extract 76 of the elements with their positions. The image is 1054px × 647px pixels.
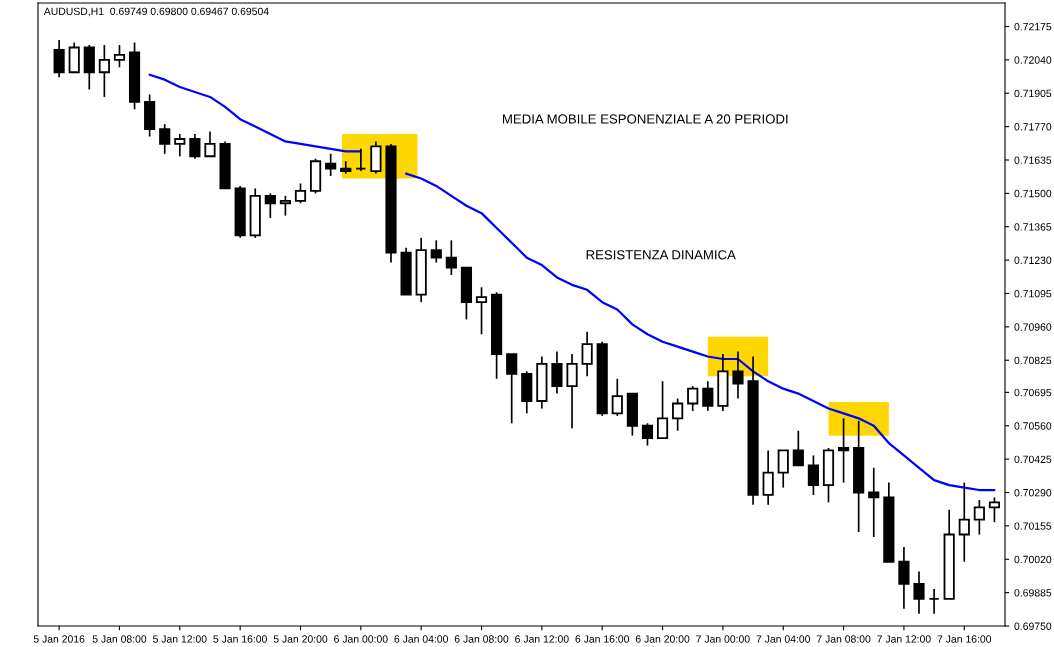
x-tick-label: 6 Jan 20:00 [635, 635, 690, 643]
chart-title: AUDUSD,H1 0.69749 0.69800 0.69467 0.69504 [43, 7, 269, 17]
y-tick-label: 0.71905 [1014, 89, 1052, 98]
candlestick [792, 429, 804, 467]
candlestick [958, 481, 970, 563]
y-tick-label: 0.70425 [1014, 455, 1052, 463]
candlestick [928, 588, 940, 615]
x-tick-label: 6 Jan 16:00 [575, 635, 630, 643]
candlestick [53, 39, 65, 79]
candlestick [732, 350, 744, 400]
candlestick [445, 239, 457, 276]
candlestick [973, 499, 985, 536]
candlestick [913, 570, 925, 615]
y-tick-label: 0.71770 [1014, 123, 1052, 131]
x-tick-label: 7 Jan 08:00 [816, 635, 871, 643]
candlestick [868, 466, 880, 538]
candlestick [551, 350, 563, 395]
y-tick-label: 0.70960 [1014, 323, 1052, 331]
candlestick [506, 353, 518, 425]
candlestick [687, 385, 699, 412]
candlestick [355, 148, 367, 172]
y-tick-label: 0.70020 [1014, 555, 1052, 564]
x-tick-label: 7 Jan 00:00 [696, 635, 750, 643]
candlestick [611, 377, 623, 417]
y-tick-label: 0.70695 [1014, 388, 1052, 397]
candlestick [98, 44, 110, 98]
y-tick-label: 0.71230 [1014, 256, 1052, 264]
y-tick-label: 0.70290 [1014, 489, 1052, 497]
candlestick [838, 417, 850, 484]
candlestick [279, 194, 291, 217]
candlestick [672, 397, 684, 432]
candlestick [325, 152, 337, 177]
candlestick [430, 239, 442, 264]
x-tick-label: 5 Jan 16:00 [213, 635, 267, 643]
candlestick [898, 546, 910, 610]
y-tick-label: 0.70560 [1014, 422, 1052, 430]
candlestick [656, 380, 669, 440]
candlestick [113, 44, 126, 69]
candlestick [204, 130, 216, 158]
candlestick [159, 123, 171, 155]
x-tick-label: 7 Jan 04:00 [756, 635, 811, 643]
candlestick [641, 422, 654, 447]
y-tick-label: 0.71095 [1014, 289, 1052, 298]
candlestick [988, 496, 1001, 524]
candlestick [294, 182, 307, 205]
x-tick-label: 5 Jan 08:00 [92, 635, 147, 643]
x-tick-label: 7 Jan 12:00 [877, 635, 931, 643]
candlestick [702, 380, 714, 412]
y-tick-label: 0.71365 [1014, 223, 1052, 231]
x-tick-label: 6 Jan 08:00 [454, 635, 509, 643]
candlestick [807, 454, 819, 496]
candlestick [189, 133, 201, 160]
y-tick-label: 0.72040 [1014, 56, 1052, 64]
y-tick-label: 0.71500 [1014, 189, 1052, 198]
annotation: MEDIA MOBILE ESPONENZIALE A 20 PERIODI [503, 114, 788, 124]
candlestick [566, 353, 578, 430]
x-tick-label: 7 Jan 16:00 [937, 635, 992, 643]
y-tick-label: 0.70825 [1014, 356, 1052, 365]
x-tick-label: 5 Jan 20:00 [273, 635, 328, 643]
y-tick-label: 0.69750 [1014, 622, 1052, 630]
candlestick [174, 133, 186, 158]
y-tick-label: 0.70155 [1014, 522, 1052, 530]
x-tick-label: 5 Jan 2016 [33, 635, 85, 643]
candlestick [475, 286, 488, 336]
x-tick-label: 6 Jan 00:00 [334, 635, 388, 643]
x-tick-label: 5 Jan 12:00 [153, 635, 207, 643]
candlestick [264, 192, 276, 219]
candlestick [777, 449, 789, 489]
y-tick-label: 0.69885 [1014, 589, 1052, 597]
candlestick [581, 330, 593, 378]
candlestick [762, 449, 774, 506]
x-tick-label: 6 Jan 04:00 [394, 635, 448, 643]
x-tick-label: 6 Jan 12:00 [515, 635, 569, 643]
annotation: RESISTENZA DINAMICA [586, 250, 736, 260]
y-tick-label: 0.71635 [1014, 156, 1052, 164]
y-tick-label: 0.72175 [1014, 22, 1052, 31]
